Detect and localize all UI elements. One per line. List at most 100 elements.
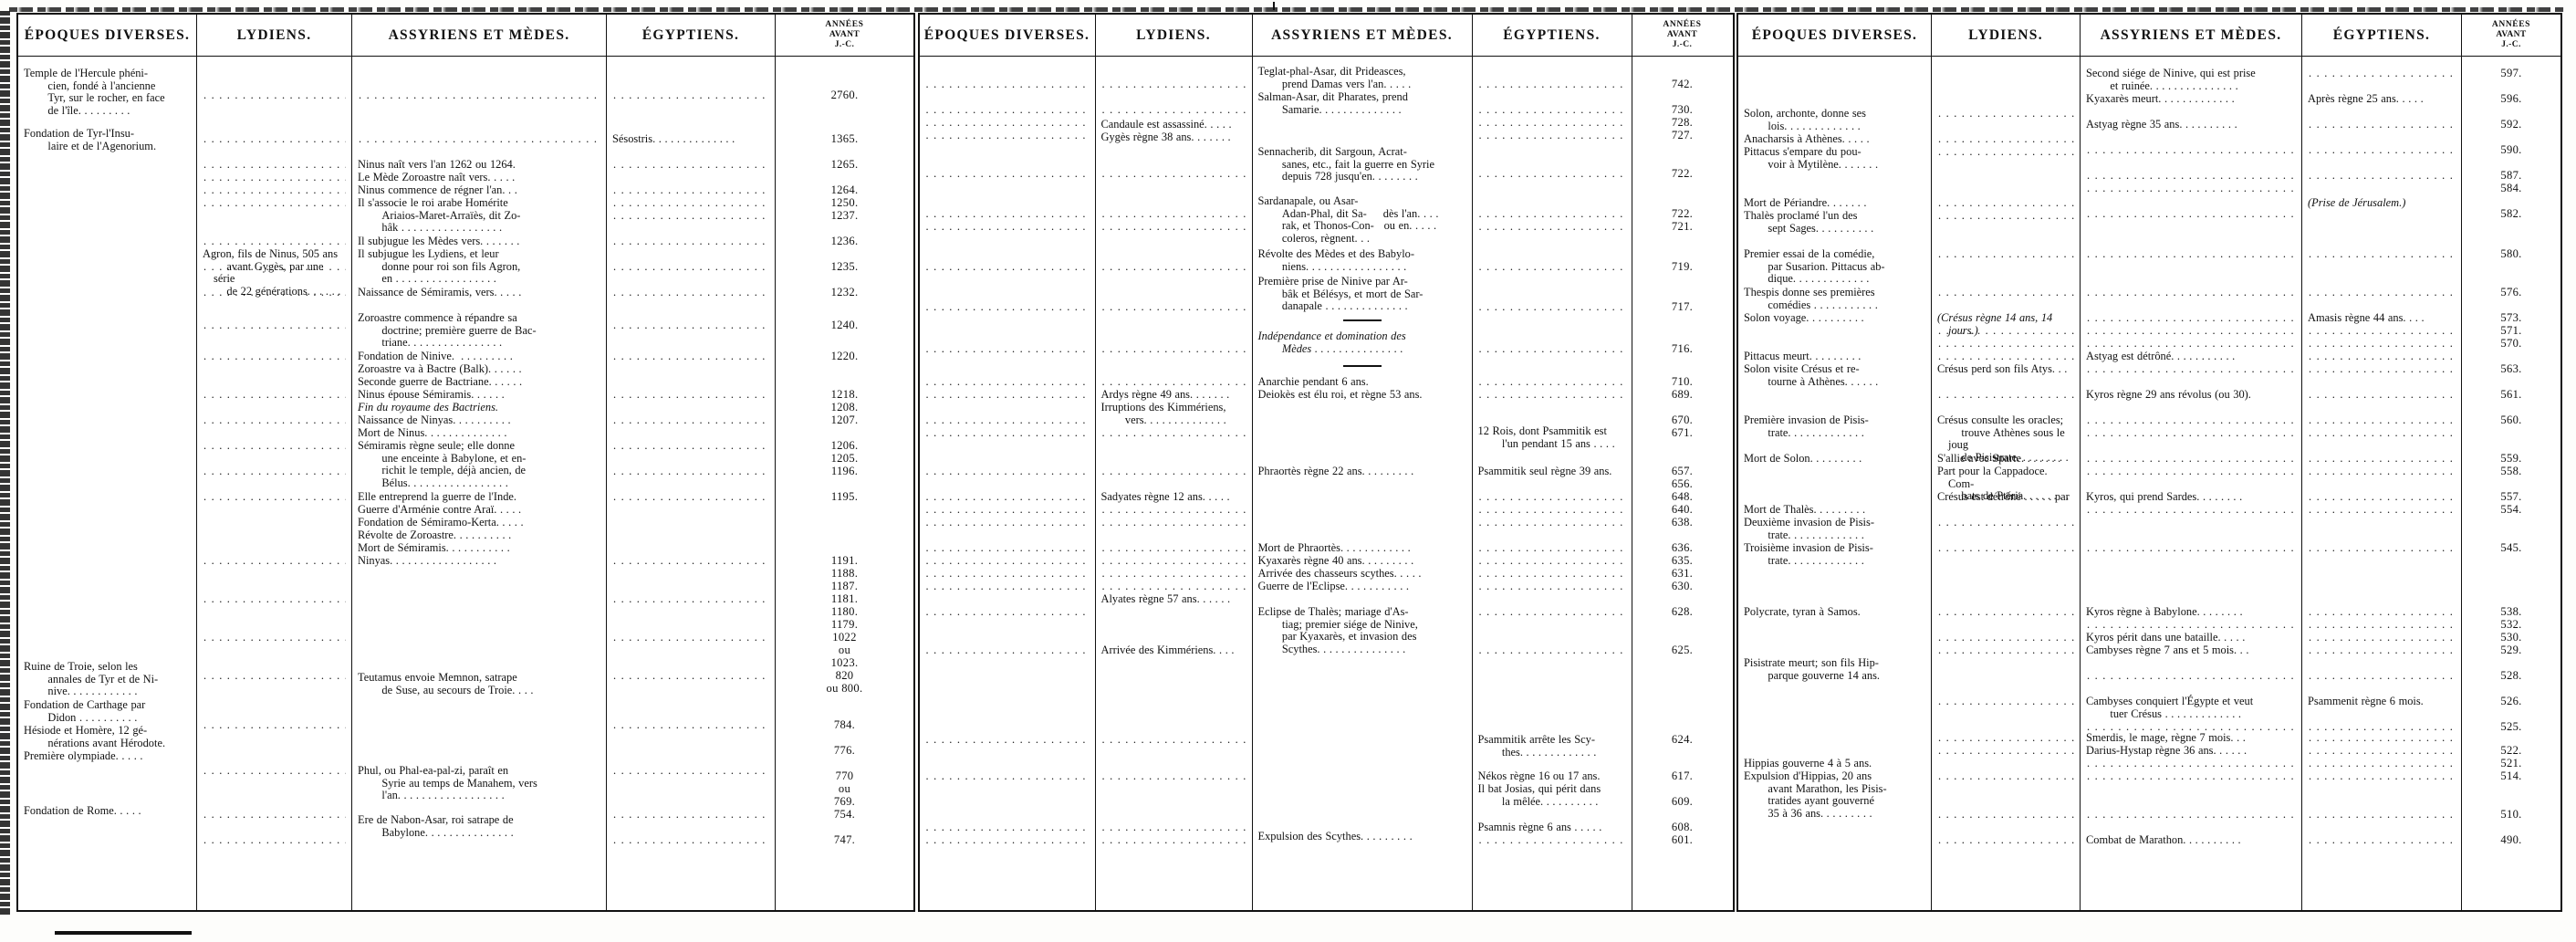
column-epoques-diverses-3: ÉPOQUES DIVERSES. Solon, archonte, donne…: [1738, 15, 1932, 910]
table-entry: Cambyses conquiert l'Égypte et veut tuer…: [2086, 695, 2254, 720]
dot-leader: . . . . . . . . . . . . . . . . . . . . …: [925, 466, 1090, 477]
dot-leader: . . . . . . . . . . . . . . . . . . . . …: [613, 389, 769, 401]
dot-leader: . . . . . . . . . . . . . . . . . . . . …: [1938, 696, 2074, 707]
table-entry: Pittacus meurt. . . . . . . . .: [1744, 350, 1862, 362]
dot-leader: . . . . . . . . . . . . . . . . . . . . …: [1101, 770, 1246, 782]
column-egyptiens-3: ÉGYPTIENS. . . . . . . . . . . . . . . .…: [2302, 15, 2462, 910]
table-entry: Première prise de Ninive par Ar- bâk et …: [1257, 275, 1424, 313]
table-entry: Irruptions des Kimmériens, vers. . . . .…: [1100, 401, 1226, 426]
table-entry: Psammenit règne 6 mois.: [2308, 695, 2424, 707]
dot-leader: . . . . . . . . . . . . . . . . . . . . …: [925, 606, 1090, 618]
dot-leader: . . . . . . . . . . . . . . . . . . . . …: [1101, 555, 1246, 567]
year-value: 584.: [2500, 182, 2522, 194]
year-value: 1195.: [830, 490, 859, 503]
table-entry: Gygès règne 38 ans. . . . . . .: [1100, 131, 1231, 143]
table-entry: Mort de Périandre. . . . . . .: [1744, 196, 1867, 209]
dot-leader: . . . . . . . . . . . . . . . . . . . . …: [2087, 721, 2296, 733]
table-entry: Ninus épouse Sémiramis. . . . . .: [358, 388, 505, 401]
dot-leader: . . . . . . . . . . . . . . . . . . . . …: [1938, 517, 2074, 529]
dot-leader: . . . . . . . . . . . . . . . . . . . . …: [925, 104, 1090, 116]
table-entry: Salman-Asar, dit Pharates, prend Samarie…: [1257, 90, 1408, 116]
year-value: 526.: [2500, 695, 2522, 707]
annees-line-1: ANNÉES: [1663, 20, 1702, 29]
dot-leader: . . . . . . . . . . . . . . . . . . . . …: [1938, 287, 2074, 298]
column-body: . . . . . . . . . . . . . . . . . . . . …: [2302, 57, 2461, 910]
table-entry: Sennacherib, dit Sargoun, Acrat- sanes, …: [1257, 145, 1435, 183]
column-header-lydiens: LYDIENS.: [1932, 15, 2080, 57]
table-entry: Ardys règne 49 ans. . . . . . .: [1100, 388, 1230, 401]
table-entry: Pittacus s'empare du pou- voir à Mytilèn…: [1744, 145, 1879, 171]
table-entry: Astyag est détrôné. . . . . . . . . . .: [2086, 350, 2236, 362]
table-entry: Combat de Marathon. . . . . . . . . .: [2086, 833, 2241, 846]
dot-leader: . . . . . . . . . . . . . . . . . . . . …: [1101, 466, 1246, 477]
table-entry: Après règne 25 ans. . . . .: [2308, 92, 2424, 105]
year-value: 742.: [1671, 78, 1694, 90]
table-entry: Mort de Phraortès. . . . . . . . . . . .: [1257, 541, 1411, 554]
column-body: . . . . . . . . . . . . . . . . . . . . …: [607, 57, 775, 910]
dot-leader: . . . . . . . . . . . . . . . . . . . . …: [2309, 834, 2456, 846]
dot-leader: . . . . . . . . . . . . . . . . . . . . …: [925, 376, 1090, 388]
annees-line-2: avant: [1666, 30, 1698, 39]
dot-leader: . . . . . . . . . . . . . . . . . . . . …: [925, 208, 1090, 220]
panel-1: ÉPOQUES DIVERSES. Temple de l'Hercule ph…: [16, 13, 915, 912]
dot-leader: . . . . . . . . . . . . . . . . . . . . …: [1478, 168, 1626, 180]
dot-leader: . . . . . . . . . . . . . . . . . . . . …: [1101, 504, 1246, 516]
dot-leader: . . . . . . . . . . . . . . . . . . . . …: [1938, 644, 2074, 656]
table-entry: Ere de Nabon-Asar, roi satrape de Babylo…: [358, 813, 514, 839]
table-entry: Kyros règne à Babylone. . . . . . . .: [2086, 605, 2243, 618]
table-entry: Ninus commence de régner l'an. . .: [358, 183, 517, 196]
year-value: 770: [835, 769, 854, 782]
table-entry: Anacharsis à Athènes. . . . .: [1744, 132, 1870, 145]
year-value: 636.: [1671, 541, 1694, 554]
dot-leader: . . . . . . . . . . . . . . . . . . . . …: [2309, 325, 2456, 337]
dot-leader: . . . . . . . . . . . . . . . . . . . . …: [925, 261, 1090, 273]
column-body: Temple de l'Hercule phéni- cien, fondé à…: [18, 57, 196, 910]
dot-leader: . . . . . . . . . . . . . . . . . . . . …: [1478, 491, 1626, 503]
table-entry: Psammitik arrête les Scy- thes. . . . . …: [1477, 733, 1597, 759]
dot-leader: . . . . . . . . . . . . . . . . . . . . …: [1101, 376, 1246, 388]
dot-leader: . . . . . . . . . . . . . . . . . . . . …: [1938, 606, 2074, 618]
column-assyriens-medes-3: ASSYRIENS ET MÈDES. . . . . . . . . . . …: [2081, 15, 2302, 910]
year-value: 721.: [1671, 220, 1694, 233]
dot-leader: . . . . . . . . . . . . . . . . . . . . …: [2087, 183, 2296, 194]
dot-leader: . . . . . . . . . . . . . . . . . . . . …: [1101, 834, 1246, 846]
plate-left-edge: [0, 11, 10, 915]
dot-leader: . . . . . . . . . . . . . . . . . . . . …: [359, 133, 600, 145]
dot-leader: . . . . . . . . . . . . . . . . . . . . …: [203, 593, 346, 605]
year-value: 1232.: [830, 286, 859, 298]
dot-leader: . . . . . . . . . . . . . . . . . . . . …: [1938, 632, 2074, 644]
dot-leader: . . . . . . . . . . . . . . . . . . . . …: [1101, 568, 1246, 580]
dot-leader: . . . . . . . . . . . . . . . . . . . . …: [1938, 133, 2074, 145]
dot-leader: . . . . . . . . . . . . . . . . . . . . …: [925, 555, 1090, 567]
dot-leader: . . . . . . . . . . . . . . . . . . . . …: [203, 440, 346, 452]
table-entry: Second siége de Ninive, qui est prise et…: [2086, 67, 2256, 92]
year-value: 1196.: [830, 465, 859, 477]
dot-leader: . . . . . . . . . . . . . . . . . . . . …: [2087, 466, 2296, 477]
year-value: 1220.: [830, 350, 859, 362]
year-value: 1250.: [830, 196, 859, 209]
column-egyptiens-2: ÉGYPTIENS. . . . . . . . . . . . . . . .…: [1472, 15, 1632, 910]
dot-leader: . . . . . . . . . . . . . . . . . . . . …: [2309, 504, 2456, 516]
table-entry: Indépendance et domination des Mèdes . .…: [1257, 330, 1406, 355]
dot-leader: . . . . . . . . . . . . . . . . . . . . …: [1478, 504, 1626, 516]
dot-leader: . . . . . . . . . . . . . . . . . . . . …: [203, 719, 346, 731]
dot-leader: . . . . . . . . . . . . . . . . . . . . …: [1101, 734, 1246, 746]
annees-line-3: J.-C.: [2501, 40, 2521, 49]
dot-leader: . . . . . . . . . . . . . . . . . . . . …: [1101, 517, 1246, 529]
dot-leader: . . . . . . . . . . . . . . . . . . . . …: [203, 197, 346, 209]
dot-leader: . . . . . . . . . . . . . . . . . . . . …: [203, 765, 346, 777]
year-value: 2760.: [830, 89, 859, 101]
year-value: 1208.: [830, 401, 859, 413]
annees-line-2: avant: [829, 30, 860, 39]
table-entry: Psamnis règne 6 ans . . . . .: [1477, 821, 1602, 833]
dot-leader: . . . . . . . . . . . . . . . . . . . . …: [925, 491, 1090, 503]
dot-leader: . . . . . . . . . . . . . . . . . . . . …: [1478, 301, 1626, 313]
dot-leader: . . . . . . . . . . . . . . . . . . . . …: [1938, 809, 2074, 821]
dot-leader: . . . . . . . . . . . . . . . . . . . . …: [613, 466, 769, 477]
table-entry: Solon voyage. . . . . . . . . .: [1744, 311, 1864, 324]
table-entry: Arrivée des Kimmériens. . . .: [1100, 644, 1235, 656]
column-body: . . . . . . . . . . . . . . . . . . . . …: [1473, 57, 1632, 910]
year-value: 624.: [1671, 733, 1694, 746]
year-value: 670.: [1671, 413, 1694, 426]
dot-leader: . . . . . . . . . . . . . . . . . . . . …: [2309, 606, 2456, 618]
